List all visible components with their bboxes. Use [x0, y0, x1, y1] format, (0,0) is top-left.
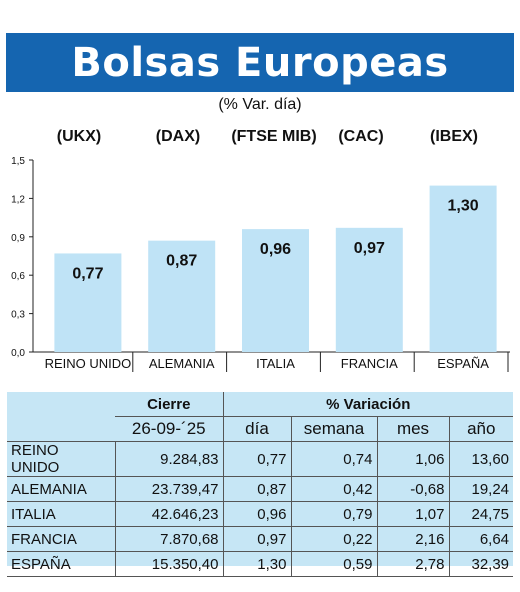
- header-cierre: Cierre: [115, 392, 223, 417]
- chart-subtitle: (% Var. día): [218, 96, 302, 113]
- cell-mes: 2,16: [376, 526, 449, 552]
- table-row: ALEMANIA 23.739,47 0,87 0,42 -0,68 19,24: [7, 476, 514, 502]
- table-header-row-1: Cierre % Variación: [7, 392, 514, 417]
- row-name: ALEMANIA: [7, 476, 115, 502]
- table-header-row-2: 26-09-´25 día semana mes año: [7, 416, 514, 442]
- cell-anio: 13,60: [448, 441, 514, 477]
- category-label: FRANCIA: [341, 356, 398, 371]
- index-label-ukx: (UKX): [56, 128, 102, 145]
- y-tick-label: 0,6: [11, 271, 25, 282]
- data-label: 0,97: [354, 240, 385, 257]
- table-row: FRANCIA 7.870,68 0,97 0,22 2,16 6,64: [7, 526, 514, 552]
- data-label: 0,96: [260, 241, 291, 258]
- bar: [242, 229, 309, 352]
- cell-cierre: 9.284,83: [114, 441, 223, 477]
- cell-mes: -0,68: [376, 476, 449, 502]
- y-tick-label: 1,5: [11, 156, 25, 167]
- cell-cierre: 7.870,68: [114, 526, 223, 552]
- cell-anio: 24,75: [448, 501, 514, 527]
- row-name: ESPAÑA: [7, 551, 115, 577]
- category-label: ITALIA: [256, 356, 295, 371]
- table-row: REINO UNIDO 9.284,83 0,77 0,74 1,06 13,6…: [7, 441, 514, 477]
- y-tick-label: 0,3: [11, 310, 25, 321]
- cell-anio: 32,39: [448, 551, 514, 577]
- cell-dia: 1,30: [222, 551, 291, 577]
- table-corner: [7, 392, 115, 417]
- header-anio: año: [448, 416, 514, 442]
- cell-semana: 0,74: [290, 441, 377, 477]
- y-tick-label: 0,9: [11, 233, 25, 244]
- cell-semana: 0,79: [290, 501, 377, 527]
- row-name: REINO UNIDO: [7, 441, 115, 477]
- header-variacion: % Variación: [222, 392, 514, 417]
- cell-mes: 2,78: [376, 551, 449, 577]
- cell-semana: 0,59: [290, 551, 377, 577]
- cell-dia: 0,87: [222, 476, 291, 502]
- category-label: REINO UNIDO: [45, 356, 132, 371]
- row-name: FRANCIA: [7, 526, 115, 552]
- header-mes: mes: [376, 416, 449, 442]
- index-label-ibex: (IBEX): [430, 128, 478, 145]
- cell-anio: 6,64: [448, 526, 514, 552]
- chart-title: Bolsas Europeas: [71, 39, 449, 86]
- title-banner: Bolsas Europeas: [6, 33, 514, 92]
- cell-mes: 1,07: [376, 501, 449, 527]
- row-name: ITALIA: [7, 501, 115, 527]
- cell-dia: 0,97: [222, 526, 291, 552]
- bar: [54, 253, 122, 352]
- cell-cierre: 42.646,23: [114, 501, 223, 527]
- index-label-ftse-mib: (FTSE MIB): [231, 128, 317, 145]
- cell-anio: 19,24: [448, 476, 514, 502]
- header-date: 26-09-´25: [115, 416, 223, 442]
- table-row: ESPAÑA 15.350,40 1,30 0,59 2,78 32,39: [7, 551, 514, 577]
- bar: [429, 185, 497, 352]
- data-label: 0,87: [166, 253, 197, 270]
- table-corner-2: [7, 416, 115, 442]
- header-dia: día: [222, 416, 291, 442]
- markets-table: Cierre % Variación 26-09-´25 día semana …: [7, 392, 514, 577]
- y-tick-label: 0,0: [11, 348, 25, 359]
- category-label: ESPAÑA: [437, 356, 489, 371]
- cell-semana: 0,22: [290, 526, 377, 552]
- header-semana: semana: [290, 416, 377, 442]
- index-label-dax: (DAX): [155, 128, 201, 145]
- cell-cierre: 23.739,47: [114, 476, 223, 502]
- bar: [148, 240, 216, 352]
- cell-dia: 0,96: [222, 501, 291, 527]
- cell-mes: 1,06: [376, 441, 449, 477]
- index-label-cac: (CAC): [338, 128, 384, 145]
- table-row: ITALIA 42.646,23 0,96 0,79 1,07 24,75: [7, 501, 514, 527]
- cell-dia: 0,77: [222, 441, 291, 477]
- data-label: 1,30: [448, 198, 479, 215]
- cell-semana: 0,42: [290, 476, 377, 502]
- y-tick-label: 1,2: [11, 194, 25, 205]
- bar: [335, 227, 403, 352]
- category-label: ALEMANIA: [149, 356, 215, 371]
- data-label: 0,77: [72, 265, 103, 282]
- cell-cierre: 15.350,40: [114, 551, 223, 577]
- bar-chart: 0,0 0,3 0,6 0,9 1,2 1,5 0,77 REINO UNIDO 0,87 ALE…: [11, 156, 510, 372]
